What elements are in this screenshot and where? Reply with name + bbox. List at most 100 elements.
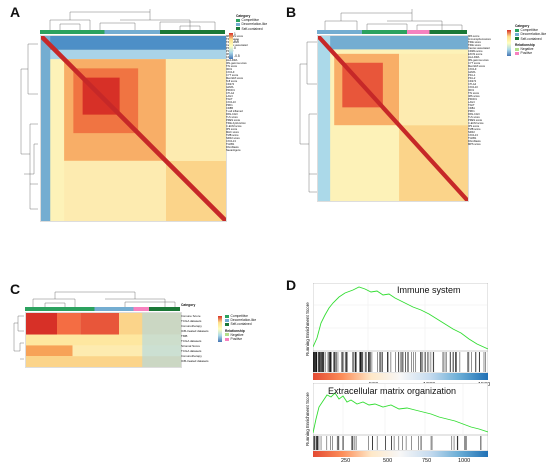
colorbar-a [229, 33, 233, 59]
panel-label-b: B [286, 4, 297, 20]
row-label-b: TIDE score [468, 41, 481, 44]
row-label-b: PRF1 [468, 110, 475, 113]
category-bar-b [317, 30, 467, 34]
dendrogram-left-a [20, 43, 38, 210]
row-label-a: IFN-gamma score [226, 62, 247, 65]
gsea1-hits [313, 351, 488, 373]
row-label-c: Immune Score [181, 314, 201, 318]
dendrogram-left-c [13, 315, 24, 360]
row-label-b: MPS score [468, 143, 481, 146]
row-label-b: Cancer-associated [468, 47, 490, 50]
scale-label: 0.5 [234, 39, 239, 44]
row-label-a: CXCL13 [226, 140, 236, 143]
scale-label: 0 [234, 46, 236, 51]
row-label-a: IDO1 [226, 68, 233, 71]
row-label-b: TIS score [468, 92, 480, 95]
row-label-b: PD-L2 [468, 77, 476, 80]
row-label-b: Merck18 score [468, 65, 486, 68]
legend-item: Decorrelation-like [520, 32, 547, 37]
row-label-a: Teff score [226, 80, 238, 83]
row-label-a: CD274 [226, 83, 235, 86]
row-label-b: NRF2 [468, 131, 475, 134]
row-label-b: CXCL10 [468, 86, 478, 89]
legend-item: Competitive [520, 28, 538, 33]
legend-c: Category [181, 303, 195, 307]
row-label-a: TLS score [226, 116, 238, 119]
row-label-c: TCGA datasets [181, 349, 202, 353]
dendrogram-top-b [324, 9, 463, 30]
row-label-b: CXCL9 [468, 68, 477, 71]
gsea2-tick: 1000 [458, 458, 471, 464]
row-label-c: TMB [181, 334, 188, 338]
row-label-b: IDO1 [468, 89, 475, 92]
column-labels-c [25, 367, 180, 385]
row-labels-a: IMPRES score TIDE score TIDE score Cance… [226, 35, 248, 220]
gsea1-title: Immune system [397, 285, 461, 295]
colorbar-c [218, 316, 222, 342]
row-label-c: Immunotherapy [181, 354, 202, 358]
row-label-c: ICB-treated datasets [181, 359, 209, 363]
row-label-b: LAG3 [468, 101, 475, 104]
gsea2-ylabel: Running Enrichment Score [305, 392, 310, 446]
row-label-a: LAG3 [226, 95, 233, 98]
row-label-b: IRS score [468, 35, 480, 38]
row-label-a: HLA-DRA [226, 59, 238, 62]
category-bar-c [25, 307, 180, 311]
row-label-b: TIGIT [468, 104, 475, 107]
legend-item: Self-contained [520, 36, 542, 41]
legend-category-title: Category [236, 14, 251, 18]
gsea2-enrichment-line [313, 392, 488, 434]
colorbar-labels-a: 1 0.5 0 -0.5 [234, 32, 240, 58]
row-label-b: HLA-DRA [468, 56, 480, 59]
row-label-a: C-ECM score [226, 125, 242, 128]
row-label-b: Fibroblasts [468, 140, 481, 143]
column-labels-a [40, 221, 225, 239]
category-bar-a [40, 30, 225, 34]
dendrogram-left-b [299, 41, 317, 193]
scale-label: 1 [234, 32, 236, 36]
legend-category-title: Category [181, 303, 196, 307]
gsea2-hits [313, 435, 488, 451]
row-label-b: CXCL13 [468, 134, 478, 137]
row-label-a: CXCL10 [226, 101, 236, 104]
row-label-a: Cancer-associated [226, 44, 248, 47]
panel-label-a: A [10, 4, 21, 20]
row-label-b: C-ECM score [468, 122, 484, 125]
row-label-a: TMB score [226, 134, 239, 137]
row-label-a: IPS score [226, 128, 238, 131]
legend-item: Negative [230, 332, 244, 337]
row-label-b: TMB score [468, 128, 481, 131]
row-label-a: PRES score [226, 119, 241, 122]
row-label-b: CYT score [468, 62, 481, 65]
row-label-c: TCGA datasets [181, 339, 202, 343]
row-label-a: TGFB1 [226, 143, 235, 146]
legend-item: Competitive [241, 18, 259, 23]
dendrogram-top-c [32, 291, 176, 307]
legend-b: Category Competitive Decorrelation-like … [515, 24, 546, 55]
row-label-b: IFN-gamma score [468, 59, 489, 62]
gsea2-rank-bar [313, 451, 488, 457]
gsea2-curve-plot [313, 383, 488, 435]
row-label-a: IMPRES score [226, 35, 244, 38]
heatmap-c [25, 312, 182, 368]
row-label-b: PRES score [468, 119, 483, 122]
row-label-a: PRF1 [226, 104, 233, 107]
legend-item: Decorrelation-like [241, 22, 268, 27]
row-label-c: TCGA datasets [181, 319, 202, 323]
row-label-a: MHC score [226, 131, 239, 134]
gsea1-rank-bar [313, 373, 488, 380]
row-label-a: CD8B [226, 107, 233, 110]
column-labels-b [317, 201, 467, 219]
row-label-b: IPS score [468, 125, 480, 128]
legend-a: Category Competitive Decorrelation-like … [236, 14, 267, 31]
row-label-b: CRMA score [468, 50, 483, 53]
row-label-b: IMS score [468, 95, 480, 98]
panel-label-c: C [10, 281, 21, 297]
row-label-c: Immunotherapy [181, 324, 202, 328]
row-label-c: ICB-treated datasets [181, 329, 209, 333]
row-label-b: PDCD1 [468, 98, 477, 101]
legend-item: Positive [230, 337, 243, 342]
row-label-a: CXCL9 [226, 71, 235, 74]
dendrogram-top-a [49, 9, 216, 30]
gsea2-title: Extracellular matrix organization [328, 386, 457, 396]
